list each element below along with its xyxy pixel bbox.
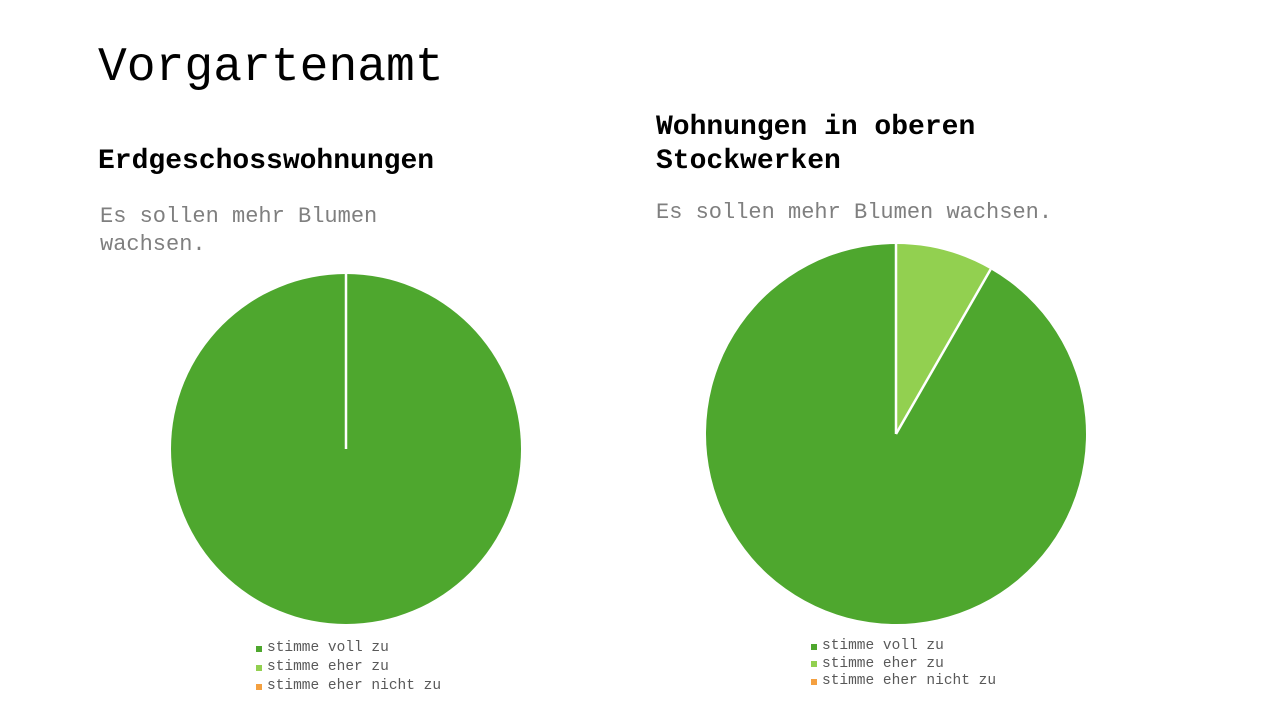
legend-upper-floors: stimme voll zu stimme eher zu stimme ehe…: [811, 638, 996, 691]
legend-swatch: [811, 643, 817, 650]
pie-chart-ground-floor: [171, 274, 521, 624]
slide-title: Vorgartenamt: [98, 41, 444, 95]
chart-title-upper-floors: Es sollen mehr Blumen wachsen.: [656, 200, 1053, 225]
legend-swatch: [256, 683, 262, 690]
legend-label: stimme eher nicht zu: [267, 678, 442, 694]
legend-label: stimme voll zu: [822, 638, 944, 654]
legend-ground-floor: stimme voll zu stimme eher zu stimme ehe…: [256, 639, 441, 696]
legend-swatch: [256, 664, 262, 671]
legend-label: stimme eher zu: [822, 655, 944, 672]
pie-slice-separator: [894, 268, 992, 435]
legend-swatch: [811, 678, 817, 685]
legend-swatch: [256, 645, 262, 652]
legend-label: stimme voll zu: [267, 640, 389, 656]
chart-heading-upper-floors: Wohnungen in oberen Stockwerken: [656, 112, 976, 177]
chart-title-ground-floor: Es sollen mehr Blumen wachsen.: [100, 204, 378, 257]
legend-label: stimme eher nicht zu: [822, 673, 997, 689]
legend-swatch: [811, 661, 817, 668]
chart-heading-ground-floor: Erdgeschosswohnungen: [98, 146, 435, 177]
legend-item: stimme voll zu: [811, 638, 996, 656]
legend-label: stimme eher zu: [267, 659, 389, 675]
legend-item: stimme eher nicht zu: [256, 677, 441, 696]
legend-item: stimme eher zu: [811, 656, 996, 674]
pie-chart-upper-floors: [706, 244, 1086, 624]
legend-item: stimme voll zu: [256, 639, 441, 658]
legend-item: stimme eher nicht zu: [811, 673, 996, 691]
pie-slice-stimme-eher-zu: [896, 244, 991, 434]
legend-item: stimme eher zu: [256, 658, 441, 677]
